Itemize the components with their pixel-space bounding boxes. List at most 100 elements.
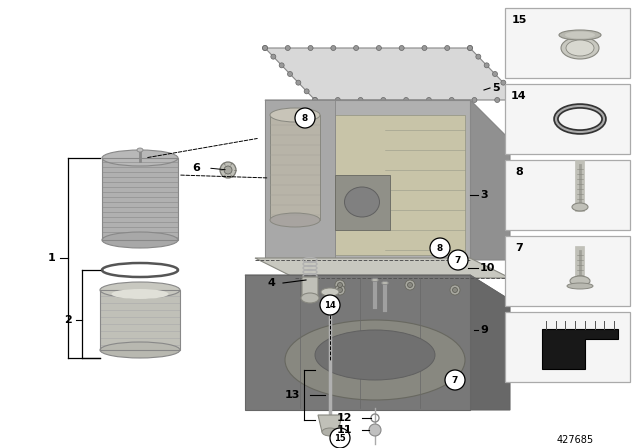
Circle shape [320,295,340,315]
Ellipse shape [137,148,143,152]
Circle shape [448,250,468,270]
Text: 14: 14 [511,91,527,101]
Ellipse shape [285,320,465,400]
Circle shape [262,46,268,51]
Circle shape [426,98,431,103]
Circle shape [337,288,342,293]
Ellipse shape [301,293,319,303]
Text: 6: 6 [192,163,200,173]
Text: 7: 7 [452,375,458,384]
Ellipse shape [567,283,593,289]
Circle shape [295,108,315,128]
Circle shape [331,46,336,51]
Text: 7: 7 [455,255,461,264]
FancyBboxPatch shape [302,277,318,299]
Circle shape [308,46,313,51]
Circle shape [467,46,472,51]
Ellipse shape [561,37,599,59]
Circle shape [312,98,317,103]
Polygon shape [265,100,510,140]
Circle shape [262,46,268,51]
Text: 4: 4 [267,278,275,288]
Polygon shape [245,275,470,410]
Bar [100,290,180,350]
Bar [505,160,630,230]
Circle shape [330,428,350,448]
Circle shape [449,98,454,103]
Ellipse shape [100,282,180,298]
Circle shape [335,285,345,295]
Circle shape [445,46,450,51]
Polygon shape [470,100,510,260]
Circle shape [430,238,450,258]
Circle shape [369,424,381,436]
Circle shape [285,46,291,51]
Circle shape [287,72,292,77]
Circle shape [337,283,342,288]
Bar [102,158,178,240]
Bar [505,312,630,382]
Ellipse shape [100,342,180,358]
Text: 1: 1 [48,253,56,263]
Text: 14: 14 [324,301,336,310]
Polygon shape [255,258,510,278]
Circle shape [484,63,489,68]
Circle shape [518,98,522,103]
Circle shape [220,162,236,178]
Polygon shape [335,115,465,255]
Polygon shape [270,115,320,220]
Circle shape [493,72,497,77]
Text: 2: 2 [64,315,72,325]
Ellipse shape [102,263,178,277]
Ellipse shape [270,213,320,227]
Circle shape [335,98,340,103]
Circle shape [354,46,358,51]
Circle shape [518,98,522,103]
Circle shape [408,283,413,288]
Ellipse shape [572,203,588,211]
Circle shape [399,46,404,51]
Bar [102,158,178,240]
Text: 427685: 427685 [556,435,593,445]
Circle shape [476,54,481,59]
Ellipse shape [566,40,594,56]
Circle shape [467,46,472,51]
Circle shape [404,98,408,103]
Circle shape [304,89,309,94]
Ellipse shape [381,281,388,284]
Circle shape [312,98,317,103]
Ellipse shape [270,108,320,122]
Text: 7: 7 [515,243,523,253]
Circle shape [422,46,427,51]
Circle shape [376,46,381,51]
Circle shape [405,280,415,290]
Bar [505,236,630,306]
Text: 3: 3 [480,190,488,200]
Text: 5: 5 [492,83,500,93]
Polygon shape [335,175,390,230]
Circle shape [335,280,345,290]
Polygon shape [265,100,335,260]
Polygon shape [470,275,510,410]
Ellipse shape [321,288,339,296]
Polygon shape [265,48,520,100]
Polygon shape [318,415,342,432]
Circle shape [381,98,386,103]
Text: 13: 13 [285,390,300,400]
Circle shape [445,370,465,390]
Text: 15: 15 [334,434,346,443]
Circle shape [271,54,276,59]
Circle shape [501,80,506,85]
Text: 8: 8 [515,167,523,177]
Circle shape [450,285,460,295]
Text: 10: 10 [480,263,495,273]
Text: 11: 11 [337,425,352,435]
Text: 9: 9 [480,325,488,335]
Text: 12: 12 [337,413,352,423]
Text: 8: 8 [302,113,308,122]
Text: 8: 8 [437,244,443,253]
Ellipse shape [565,31,595,39]
Circle shape [296,80,301,85]
Circle shape [452,288,458,293]
Ellipse shape [102,150,178,166]
